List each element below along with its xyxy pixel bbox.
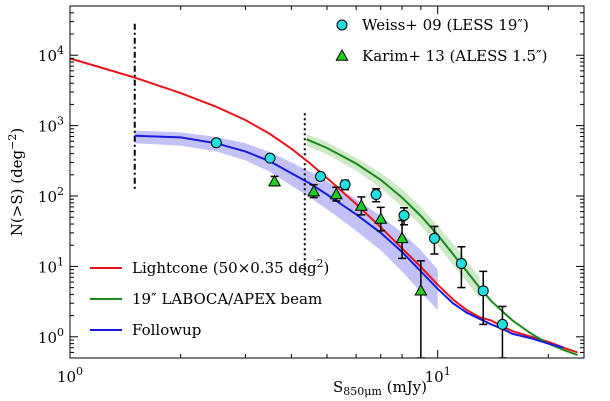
legend-label: Followup [132, 321, 201, 339]
data-markers [210, 137, 508, 330]
tick-base: 10 [38, 118, 57, 136]
legend-label-end: ) [324, 259, 330, 277]
data-point [428, 232, 440, 244]
data-point [455, 257, 467, 269]
data-point [354, 199, 368, 211]
y-tick-label: 102 [38, 185, 64, 206]
data-point [267, 174, 282, 187]
y-axis-label-main: N(>S) (deg [8, 149, 26, 236]
data-point [329, 187, 343, 200]
y-tick-label: 101 [38, 255, 64, 276]
y-tick-label: 100 [38, 326, 64, 347]
tick-base: 10 [38, 47, 57, 65]
legend-label: Lightcone (50×0.35 deg2) [132, 257, 329, 277]
legend-label: Karim+ 13 (ALESS 1.5″) [362, 47, 548, 65]
tick-base: 10 [38, 329, 57, 347]
data-point [264, 152, 276, 164]
tick-base: 10 [425, 368, 444, 386]
x-axis-label-unit: (mJy) [382, 378, 427, 396]
legend-label: Weiss+ 09 (LESS 19″) [362, 16, 529, 34]
band-1 [134, 130, 438, 310]
legend-marker [335, 48, 349, 61]
data-point [314, 170, 326, 182]
y-axis-label: N(>S) (deg−2) [6, 128, 26, 236]
x-tick-label: 100 [57, 365, 83, 386]
data-point [374, 212, 388, 224]
tick-exp: 3 [57, 115, 64, 128]
threshold-lines [133, 23, 306, 278]
legend-label-sup: 2 [317, 257, 324, 270]
legend-lines: Lightcone (50×0.35 deg2)19″ LABOCA/APEX … [90, 257, 329, 339]
legend-label-main: Followup [132, 321, 201, 339]
data-point [398, 209, 410, 221]
y-axis-label-end: ) [8, 128, 26, 134]
axis-ticks [69, 5, 584, 359]
series-line-2 [134, 134, 564, 349]
series-line-1 [306, 138, 578, 357]
legend-label-main: Lightcone (50×0.35 deg [132, 259, 317, 277]
x-axis-label-sub: 850μm [343, 385, 382, 398]
data-point [210, 137, 222, 149]
data-point [339, 179, 351, 191]
y-tick-label: 104 [38, 44, 64, 65]
tick-exp: 4 [57, 44, 64, 57]
tick-exp: 1 [57, 255, 64, 268]
data-point [496, 318, 508, 330]
x-tick-label: 101 [425, 365, 451, 386]
data-point [414, 283, 428, 296]
confidence-bands [134, 130, 480, 310]
tick-base: 10 [57, 368, 76, 386]
tick-exp: 2 [57, 185, 64, 198]
legend-marker [336, 19, 348, 31]
error-bars [212, 140, 507, 358]
x-axis-label-main: S [333, 378, 343, 396]
tick-base: 10 [38, 258, 57, 276]
data-point [370, 189, 382, 201]
tick-exp: 0 [57, 326, 64, 339]
data-point [307, 184, 321, 197]
x-axis-label: S850μm (mJy) [333, 378, 427, 398]
band-0 [306, 134, 480, 299]
tick-exp: 1 [444, 365, 451, 378]
data-point [395, 231, 409, 244]
y-axis-label-sup: −2 [6, 134, 19, 150]
legend-label-main: 19″ LABOCA/APEX beam [132, 290, 322, 308]
tick-base: 10 [38, 188, 57, 206]
y-tick-label: 103 [38, 115, 64, 136]
data-point [477, 285, 489, 297]
tick-exp: 0 [76, 365, 83, 378]
legend-points: Weiss+ 09 (LESS 19″) Karim+ 13 (ALESS 1.5… [335, 16, 548, 65]
legend-label: 19″ LABOCA/APEX beam [132, 290, 322, 308]
